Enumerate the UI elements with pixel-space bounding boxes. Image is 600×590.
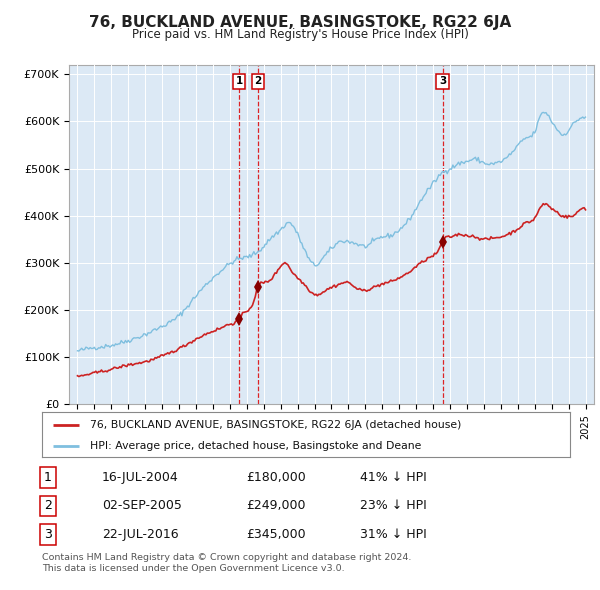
Text: 2: 2 [44, 499, 52, 513]
Text: 31% ↓ HPI: 31% ↓ HPI [360, 528, 427, 541]
Text: 1: 1 [235, 76, 242, 86]
Text: 3: 3 [44, 528, 52, 541]
Text: 41% ↓ HPI: 41% ↓ HPI [360, 471, 427, 484]
Text: Price paid vs. HM Land Registry's House Price Index (HPI): Price paid vs. HM Land Registry's House … [131, 28, 469, 41]
Text: 2: 2 [254, 76, 262, 86]
Text: 3: 3 [439, 76, 446, 86]
Text: 16-JUL-2004: 16-JUL-2004 [102, 471, 179, 484]
Text: 23% ↓ HPI: 23% ↓ HPI [360, 499, 427, 513]
Text: 76, BUCKLAND AVENUE, BASINGSTOKE, RG22 6JA (detached house): 76, BUCKLAND AVENUE, BASINGSTOKE, RG22 6… [89, 419, 461, 430]
Text: 76, BUCKLAND AVENUE, BASINGSTOKE, RG22 6JA: 76, BUCKLAND AVENUE, BASINGSTOKE, RG22 6… [89, 15, 511, 30]
Text: Contains HM Land Registry data © Crown copyright and database right 2024.
This d: Contains HM Land Registry data © Crown c… [42, 553, 412, 573]
Text: £249,000: £249,000 [246, 499, 305, 513]
Text: 22-JUL-2016: 22-JUL-2016 [102, 528, 179, 541]
Text: HPI: Average price, detached house, Basingstoke and Deane: HPI: Average price, detached house, Basi… [89, 441, 421, 451]
Text: 1: 1 [44, 471, 52, 484]
Text: 02-SEP-2005: 02-SEP-2005 [102, 499, 182, 513]
Text: £180,000: £180,000 [246, 471, 306, 484]
Text: £345,000: £345,000 [246, 528, 305, 541]
